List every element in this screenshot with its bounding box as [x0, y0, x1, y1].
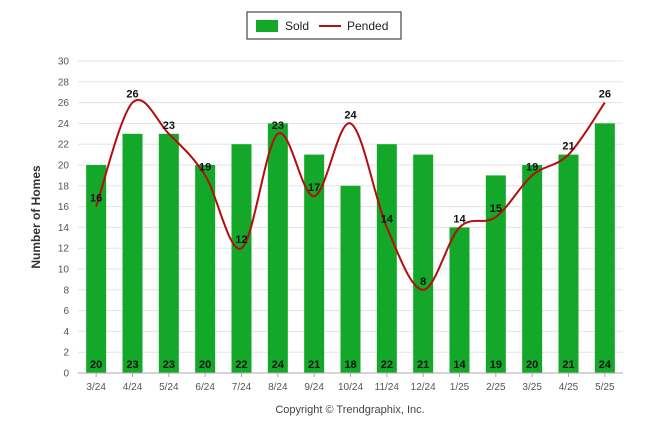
bar-sold — [195, 165, 216, 373]
legend-label-sold: Sold — [285, 19, 309, 33]
sold-value-label: 20 — [526, 359, 538, 371]
pended-value-label: 15 — [490, 203, 502, 215]
x-tick-label: 10/24 — [338, 382, 363, 393]
pended-value-label: 14 — [381, 213, 394, 225]
y-tick-label: 6 — [63, 306, 69, 317]
sold-value-label: 20 — [199, 359, 211, 371]
y-tick-label: 28 — [58, 77, 70, 88]
x-tick-label: 3/25 — [522, 382, 542, 393]
x-tick-label: 8/24 — [268, 382, 288, 393]
sold-value-label: 24 — [272, 359, 285, 371]
x-tick-label: 12/24 — [411, 382, 436, 393]
sold-value-label: 22 — [381, 359, 393, 371]
y-tick-label: 20 — [58, 161, 70, 172]
sold-value-label: 14 — [453, 359, 466, 371]
y-tick-label: 4 — [63, 327, 69, 338]
y-tick-label: 14 — [58, 223, 70, 234]
copyright-text: Copyright © Trendgraphix, Inc. — [275, 404, 424, 416]
legend-swatch-sold — [256, 20, 278, 32]
legend: Sold Pended — [246, 11, 402, 40]
y-tick-label: 10 — [58, 265, 70, 276]
y-tick-label: 12 — [58, 244, 70, 255]
legend-label-pended: Pended — [347, 19, 388, 33]
pended-value-label: 14 — [453, 213, 466, 225]
x-tick-label: 4/25 — [559, 382, 579, 393]
pended-line — [95, 99, 606, 291]
y-tick-label: 2 — [63, 348, 69, 359]
pended-value-label: 8 — [420, 276, 426, 288]
pended-value-label: 26 — [599, 89, 611, 101]
sold-value-label: 24 — [599, 359, 612, 371]
bar-sold — [231, 144, 252, 373]
bar-sold — [594, 123, 615, 374]
pended-value-label: 17 — [308, 182, 320, 194]
x-tick-label: 11/24 — [375, 382, 400, 393]
bar-sold — [86, 165, 107, 373]
y-tick-label: 16 — [58, 202, 70, 213]
pended-series-line — [95, 99, 606, 291]
data-labels: 20 23 23 20 22 24 21 18 22 21 14 19 20 21 24 16 26 23 19 12… — [90, 89, 612, 371]
x-tick-label: 5/24 — [159, 382, 179, 393]
y-tick-label: 18 — [58, 181, 70, 192]
bar-sold — [304, 154, 325, 373]
bars — [86, 123, 615, 374]
x-tick-label: 6/24 — [195, 382, 215, 393]
sold-value-label: 18 — [344, 359, 356, 371]
bar-sold — [376, 144, 397, 373]
bar-sold — [340, 185, 361, 373]
pended-value-label: 23 — [163, 120, 175, 132]
bar-sold — [522, 165, 543, 373]
pended-value-label: 19 — [526, 161, 538, 173]
bar-sold — [558, 154, 579, 373]
pended-value-label: 26 — [126, 89, 138, 101]
y-tick-label: 30 — [58, 57, 70, 68]
pended-value-label: 19 — [199, 161, 211, 173]
sold-value-label: 23 — [126, 359, 138, 371]
bar-sold — [413, 154, 434, 373]
bar-sold — [485, 175, 506, 373]
x-tick-label: 1/25 — [450, 382, 470, 393]
x-tick-label: 5/25 — [595, 382, 615, 393]
bar-sold — [267, 123, 288, 374]
y-tick-label: 0 — [63, 369, 69, 380]
pended-value-label: 16 — [90, 193, 102, 205]
x-tick-label: 4/24 — [123, 382, 143, 393]
sold-value-label: 21 — [308, 359, 320, 371]
y-tick-label: 24 — [58, 119, 70, 130]
pended-value-label: 12 — [235, 234, 247, 246]
sold-value-label: 21 — [417, 359, 429, 371]
x-tick-label: 9/24 — [304, 382, 324, 393]
bar-sold — [122, 133, 143, 373]
y-axis-title: Number of Homes — [29, 165, 43, 269]
pended-value-label: 24 — [344, 109, 357, 121]
y-tick-label: 22 — [58, 140, 70, 151]
pended-value-label: 21 — [562, 141, 574, 153]
sold-value-label: 21 — [562, 359, 574, 371]
bar-sold — [449, 227, 470, 373]
x-tick-label: 7/24 — [232, 382, 252, 393]
x-tick-label: 2/25 — [486, 382, 506, 393]
bar-sold — [158, 133, 179, 373]
pended-value-label: 23 — [272, 120, 284, 132]
y-tick-label: 8 — [63, 285, 69, 296]
y-tick-label: 26 — [58, 98, 70, 109]
sold-value-label: 23 — [163, 359, 175, 371]
x-tick-label: 3/24 — [86, 382, 106, 393]
sold-value-label: 22 — [235, 359, 247, 371]
sold-value-label: 19 — [490, 359, 502, 371]
sold-value-label: 20 — [90, 359, 102, 371]
